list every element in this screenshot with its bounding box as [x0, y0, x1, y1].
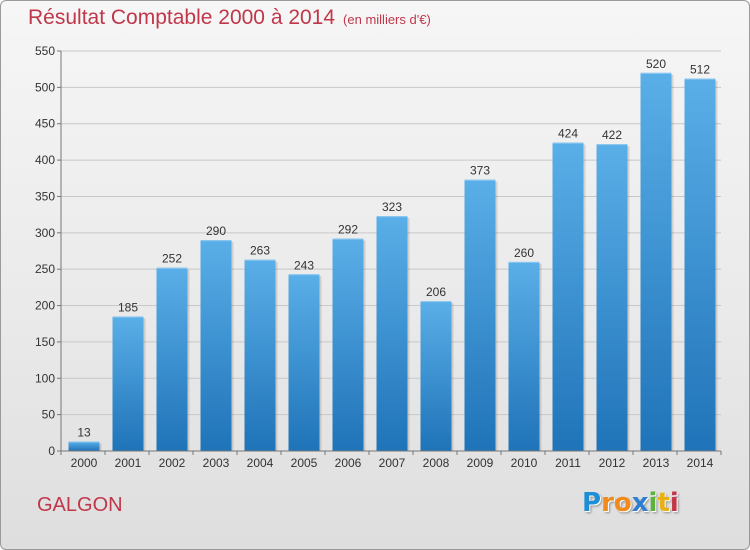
data-label: 185: [118, 300, 138, 314]
data-label: 373: [470, 164, 490, 178]
logo-letter: i: [648, 488, 658, 518]
bar: [200, 240, 232, 451]
data-label: 243: [294, 258, 314, 272]
bar: [68, 441, 100, 451]
y-tick-label: 350: [35, 189, 55, 203]
chart-title: Résultat Comptable 2000 à 2014 (en millie…: [28, 6, 431, 30]
bar: [244, 259, 276, 451]
bar: [376, 216, 408, 451]
bar: [288, 274, 320, 451]
bar: [508, 261, 540, 451]
bars: 13 185 252 290 263 243 292 323 206 373 260 424 422 52…: [68, 57, 718, 452]
x-axis: 2000 2001 2002 2003 2004 2005 2006 2007 2008 2009…: [60, 450, 722, 470]
y-tick-label: 50: [42, 408, 56, 422]
logo-letter: x: [631, 488, 649, 518]
x-tick-label: 2001: [115, 456, 142, 470]
y-tick-label: 400: [35, 153, 55, 167]
bar: [640, 72, 672, 452]
x-tick-label: 2012: [599, 456, 626, 470]
x-tick-label: 2006: [335, 456, 362, 470]
bar: [156, 267, 188, 451]
x-tick-label: 2010: [511, 456, 538, 470]
data-label: 263: [250, 244, 270, 258]
x-tick-label: 2004: [247, 456, 274, 470]
y-tick-label: 550: [35, 44, 55, 58]
data-label: 323: [382, 200, 402, 214]
chart-subtitle: (en milliers d'€): [343, 12, 431, 27]
y-tick-label: 450: [35, 117, 55, 131]
data-label: 206: [426, 285, 446, 299]
logo-letter: t: [657, 488, 670, 518]
logo-letter: o: [613, 488, 632, 518]
bar: [332, 238, 364, 451]
y-tick-label: 500: [35, 80, 55, 94]
y-tick-label: 300: [35, 226, 55, 240]
data-label: 290: [206, 224, 226, 238]
y-tick-label: 150: [35, 335, 55, 349]
bar: [552, 142, 584, 452]
x-tick-label: 2009: [467, 456, 494, 470]
logo-letter: r: [601, 488, 614, 518]
y-tick-label: 200: [35, 299, 55, 313]
chart-title-text: Résultat Comptable 2000 à 2014: [28, 6, 336, 29]
logo-letter: i: [669, 488, 679, 518]
commune-name: GALGON: [37, 494, 123, 516]
x-tick-label: 2013: [643, 456, 670, 470]
x-tick-label: 2003: [203, 456, 230, 470]
data-label: 512: [690, 63, 710, 77]
bar: [420, 301, 452, 451]
y-tick-label: 0: [48, 444, 55, 458]
data-label: 520: [646, 57, 666, 71]
x-tick-label: 2000: [71, 456, 98, 470]
logo-letter: P: [582, 488, 602, 518]
data-label: 13: [77, 426, 91, 440]
y-axis: 0 50 100 150 200 250 300 350 400 450 500 550: [35, 44, 62, 458]
bar: [112, 316, 144, 451]
y-tick-label: 250: [35, 262, 55, 276]
data-label: 260: [514, 246, 534, 260]
bar: [684, 78, 716, 452]
y-tick-label: 100: [35, 371, 55, 385]
x-tick-label: 2008: [423, 456, 450, 470]
x-tick-label: 2011: [555, 456, 581, 470]
data-label: 422: [602, 128, 622, 142]
data-label: 292: [338, 223, 358, 237]
x-tick-label: 2002: [159, 456, 186, 470]
data-label: 252: [162, 252, 182, 266]
x-tick-label: 2005: [291, 456, 318, 470]
x-tick-label: 2007: [379, 456, 406, 470]
x-tick-label: 2014: [687, 456, 714, 470]
bar: [596, 144, 628, 451]
data-label: 424: [558, 127, 578, 141]
proxiti-logo[interactable]: Proxiti: [582, 488, 679, 518]
bar: [464, 179, 496, 451]
